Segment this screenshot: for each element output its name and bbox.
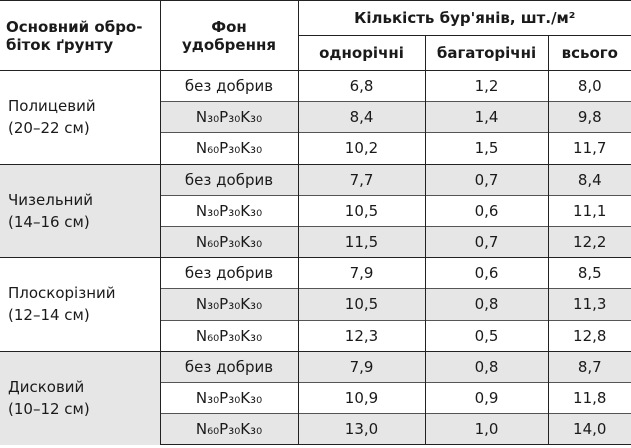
header-cell: багаторічні <box>424 35 549 71</box>
value-cell: 1,2 <box>424 69 549 102</box>
header-cell: всього <box>547 35 631 71</box>
tillage-cell: Плоскорізний (12–14 см) <box>0 257 161 352</box>
fertilizer-cell: без добрив <box>159 257 299 289</box>
value-cell: 8,4 <box>297 101 426 133</box>
header-text: біток ґрунту <box>6 35 114 54</box>
table-row: N₃₀P₃₀K₃₀ 10,5 0,6 11,1 <box>0 194 631 227</box>
fertilizer-cell: N₆₀P₃₀K₃₀ <box>160 132 299 165</box>
value-cell: 8,5 <box>547 257 631 289</box>
header-cell: Фон удобрення <box>159 0 299 71</box>
value-cell: 8,7 <box>547 350 631 383</box>
header-cell: Кількість бур'янів, шт./м² <box>297 0 631 36</box>
value-cell: 1,5 <box>424 132 549 165</box>
value-cell: 13,0 <box>297 413 426 446</box>
value-cell: 7,9 <box>297 257 426 289</box>
header-text: удобрення <box>182 35 276 54</box>
value-cell: 0,7 <box>424 163 549 196</box>
value-cell: 12,3 <box>297 319 426 352</box>
value-cell: 11,1 <box>547 194 631 227</box>
fertilizer-cell: N₆₀P₃₀K₃₀ <box>160 225 299 258</box>
value-cell: 0,9 <box>424 381 549 414</box>
value-cell: 11,3 <box>547 288 631 320</box>
header-cell: однорічні <box>298 35 426 71</box>
fertilizer-cell: N₆₀P₃₀K₃₀ <box>160 319 299 352</box>
table-row: Полицевий (20–22 см) без добрив 6,8 1,2 8,0 <box>0 69 631 165</box>
value-cell: 0,8 <box>424 288 549 320</box>
table-row: N₆₀P₃₀K₃₀ 11,5 0,7 12,2 <box>0 225 631 258</box>
value-cell: 11,8 <box>547 381 631 414</box>
value-cell: 1,0 <box>424 413 549 446</box>
table-row: N₃₀P₃₀K₃₀ 10,9 0,9 11,8 <box>0 381 631 414</box>
tillage-text: Дисковий <box>8 378 85 397</box>
tillage-cell: Дисковий (10–12 см) <box>0 350 161 445</box>
value-cell: 0,6 <box>424 194 549 227</box>
tillage-text: Плоскорізний <box>8 284 116 303</box>
value-cell: 7,9 <box>297 350 426 383</box>
value-cell: 7,7 <box>297 163 426 196</box>
table-row: Чизельний (14–16 см) без добрив 7,7 0,7 8,4 <box>0 163 631 258</box>
value-cell: 6,8 <box>297 69 426 102</box>
fertilizer-cell: N₃₀P₃₀K₃₀ <box>160 381 299 414</box>
value-cell: 10,9 <box>297 381 426 414</box>
header-text: Фон <box>211 17 247 36</box>
value-cell: 0,5 <box>424 319 549 352</box>
tillage-text: (10–12 см) <box>8 400 90 419</box>
table-row: N₃₀P₃₀K₃₀ 8,4 1,4 9,8 <box>0 101 631 133</box>
table-body: Полицевий (20–22 см) без добрив 6,8 1,2 8,0 N₃… <box>0 69 631 446</box>
table-row: Плоскорізний (12–14 см) без добрив 7,9 0,6 8,… <box>0 257 631 352</box>
tillage-text: (14–16 см) <box>8 212 90 231</box>
value-cell: 9,8 <box>547 101 631 133</box>
value-cell: 11,5 <box>297 225 426 258</box>
value-cell: 10,5 <box>297 194 426 227</box>
value-cell: 11,7 <box>547 132 631 165</box>
value-cell: 10,5 <box>297 288 426 320</box>
fertilizer-cell: N₆₀P₃₀K₃₀ <box>160 413 299 446</box>
value-cell: 12,2 <box>547 225 631 258</box>
header-text: Основний обро- <box>6 17 143 36</box>
value-cell: 8,0 <box>547 69 631 102</box>
tillage-cell: Полицевий (20–22 см) <box>0 70 161 165</box>
value-cell: 0,8 <box>424 350 549 383</box>
value-cell: 10,2 <box>297 132 426 165</box>
table-row: N₆₀P₃₀K₃₀ 10,2 1,5 11,7 <box>0 132 631 165</box>
table-row: N₃₀P₃₀K₃₀ 10,5 0,8 11,3 <box>0 288 631 320</box>
fertilizer-cell: без добрив <box>159 163 299 196</box>
value-cell: 8,4 <box>547 163 631 196</box>
tillage-text: Чизельний <box>8 190 93 209</box>
fertilizer-cell: без добрив <box>159 350 299 383</box>
tillage-text: (20–22 см) <box>8 119 90 138</box>
value-cell: 0,7 <box>424 225 549 258</box>
table-row: N₆₀P₃₀K₃₀ 13,0 1,0 14,0 <box>0 413 631 446</box>
value-cell: 0,6 <box>424 257 549 289</box>
fertilizer-cell: без добрив <box>159 69 299 102</box>
table-row: N₆₀P₃₀K₃₀ 12,3 0,5 12,8 <box>0 319 631 352</box>
tillage-text: Полицевий <box>8 97 96 116</box>
tillage-cell: Чизельний (14–16 см) <box>0 163 161 258</box>
tillage-text: (12–14 см) <box>8 306 90 325</box>
fertilizer-cell: N₃₀P₃₀K₃₀ <box>160 194 299 227</box>
value-cell: 1,4 <box>424 101 549 133</box>
value-cell: 14,0 <box>547 413 631 446</box>
fertilizer-cell: N₃₀P₃₀K₃₀ <box>160 101 299 133</box>
table-row: Дисковий (10–12 см) без добрив 7,9 0,8 8,7 <box>0 350 631 445</box>
value-cell: 12,8 <box>547 319 631 352</box>
header-cell: Основний обро-біток ґрунту <box>0 0 161 71</box>
fertilizer-cell: N₃₀P₃₀K₃₀ <box>160 288 299 320</box>
